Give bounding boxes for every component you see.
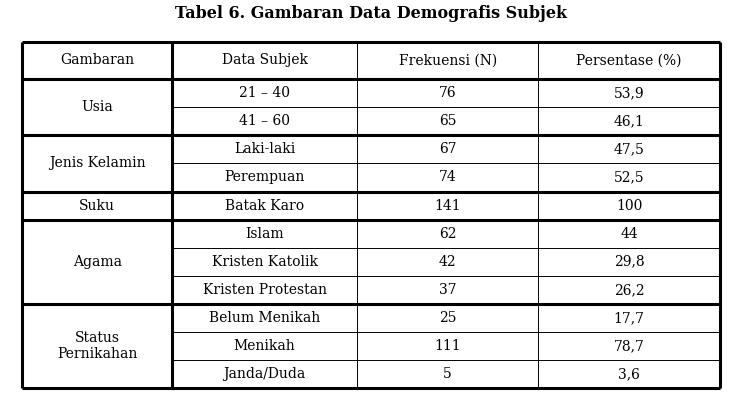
Text: 53,9: 53,9: [614, 86, 644, 100]
Text: 17,7: 17,7: [614, 311, 645, 325]
Text: 5: 5: [444, 367, 452, 381]
Text: 26,2: 26,2: [614, 283, 644, 297]
Text: 46,1: 46,1: [614, 114, 645, 128]
Text: Menikah: Menikah: [234, 339, 295, 353]
Text: 62: 62: [439, 227, 456, 241]
Text: Data Subjek: Data Subjek: [222, 53, 308, 67]
Text: 21 – 40: 21 – 40: [239, 86, 290, 100]
Text: 100: 100: [616, 198, 643, 213]
Text: 37: 37: [439, 283, 456, 297]
Text: Tabel 6. Gambaran Data Demografis Subjek: Tabel 6. Gambaran Data Demografis Subjek: [175, 6, 567, 22]
Text: Jenis Kelamin: Jenis Kelamin: [49, 156, 145, 170]
Text: 67: 67: [439, 143, 456, 156]
Text: Perempuan: Perempuan: [224, 171, 305, 185]
Text: Agama: Agama: [73, 255, 122, 269]
Text: 44: 44: [620, 227, 638, 241]
Text: Suku: Suku: [79, 198, 115, 213]
Text: 42: 42: [439, 255, 456, 269]
Text: 3,6: 3,6: [618, 367, 640, 381]
Text: 78,7: 78,7: [614, 339, 645, 353]
Text: 141: 141: [434, 198, 461, 213]
Text: Persentase (%): Persentase (%): [577, 53, 682, 67]
Text: 41 – 60: 41 – 60: [239, 114, 290, 128]
Text: 65: 65: [439, 114, 456, 128]
Text: Batak Karo: Batak Karo: [225, 198, 304, 213]
Text: 74: 74: [439, 171, 456, 185]
Text: 25: 25: [439, 311, 456, 325]
Text: Laki-laki: Laki-laki: [234, 143, 295, 156]
Text: 29,8: 29,8: [614, 255, 644, 269]
Text: Kristen Katolik: Kristen Katolik: [211, 255, 318, 269]
Text: 47,5: 47,5: [614, 143, 645, 156]
Text: Kristen Protestan: Kristen Protestan: [203, 283, 326, 297]
Text: Belum Menikah: Belum Menikah: [209, 311, 321, 325]
Text: Frekuensi (N): Frekuensi (N): [398, 53, 497, 67]
Text: Islam: Islam: [246, 227, 284, 241]
Text: 52,5: 52,5: [614, 171, 644, 185]
Text: 111: 111: [434, 339, 461, 353]
Text: 76: 76: [439, 86, 456, 100]
Text: Status
Pernikahan: Status Pernikahan: [57, 331, 137, 361]
Text: Gambaran: Gambaran: [60, 53, 134, 67]
Text: Janda/Duda: Janda/Duda: [223, 367, 306, 381]
Text: Usia: Usia: [82, 100, 113, 114]
